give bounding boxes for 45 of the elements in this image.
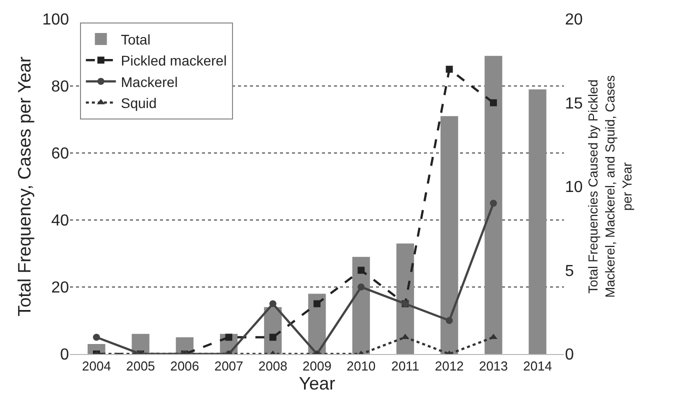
x-tick-label: 2012 bbox=[434, 358, 464, 374]
y-tick-label: 60 bbox=[51, 146, 70, 163]
x-tick-label: 2006 bbox=[170, 358, 200, 374]
legend-label: Squid bbox=[120, 95, 157, 112]
y2-axis-title: Total Frequencies Caused by Pickled Mackerel, Mackerel, and Squid, Cases per Year bbox=[586, 74, 634, 298]
bar bbox=[396, 243, 414, 354]
x-tick-label: 2007 bbox=[214, 358, 244, 374]
point bbox=[490, 200, 497, 207]
legend-label: Pickled mackerel bbox=[120, 52, 227, 69]
point bbox=[92, 334, 100, 341]
x-tick-label: 2011 bbox=[391, 358, 420, 374]
y2-tick-label: 0 bbox=[565, 346, 574, 364]
point bbox=[225, 334, 232, 341]
bar bbox=[484, 56, 502, 354]
y2-tick-label: 10 bbox=[565, 179, 583, 196]
x-axis-title: Year bbox=[298, 374, 336, 394]
point bbox=[269, 300, 276, 308]
x-tick-label: 2013 bbox=[478, 358, 508, 374]
x-tick-label: 2014 bbox=[523, 358, 552, 374]
x-tick-label: 2005 bbox=[126, 358, 156, 374]
bar bbox=[440, 116, 458, 354]
y2-tick-label: 20 bbox=[565, 12, 583, 29]
y-tick-label: 20 bbox=[51, 280, 70, 297]
x-tick-label: 2004 bbox=[82, 358, 111, 374]
y-tick-label: 100 bbox=[42, 12, 70, 29]
legend-label: Mackerel bbox=[120, 74, 178, 90]
legend-label: Total bbox=[120, 31, 150, 48]
point bbox=[358, 284, 365, 290]
y2-tick-label: 5 bbox=[565, 262, 574, 280]
point bbox=[446, 317, 453, 324]
bar bbox=[352, 256, 370, 354]
bar bbox=[528, 89, 546, 354]
y-tick-label: 40 bbox=[51, 212, 70, 230]
y2-tick-label: 15 bbox=[565, 95, 583, 112]
y-axis-title: Total Frequency, Cases per Year bbox=[14, 56, 34, 316]
y-tick-label: 0 bbox=[60, 346, 70, 364]
x-tick-label: 2008 bbox=[258, 358, 288, 374]
point bbox=[490, 99, 497, 106]
x-tick-label: 2009 bbox=[302, 358, 332, 374]
y-tick-label: 80 bbox=[51, 78, 70, 96]
x-tick-label: 2010 bbox=[346, 358, 376, 374]
point bbox=[269, 334, 276, 341]
point bbox=[446, 66, 453, 73]
point bbox=[314, 300, 320, 308]
point bbox=[358, 266, 365, 274]
